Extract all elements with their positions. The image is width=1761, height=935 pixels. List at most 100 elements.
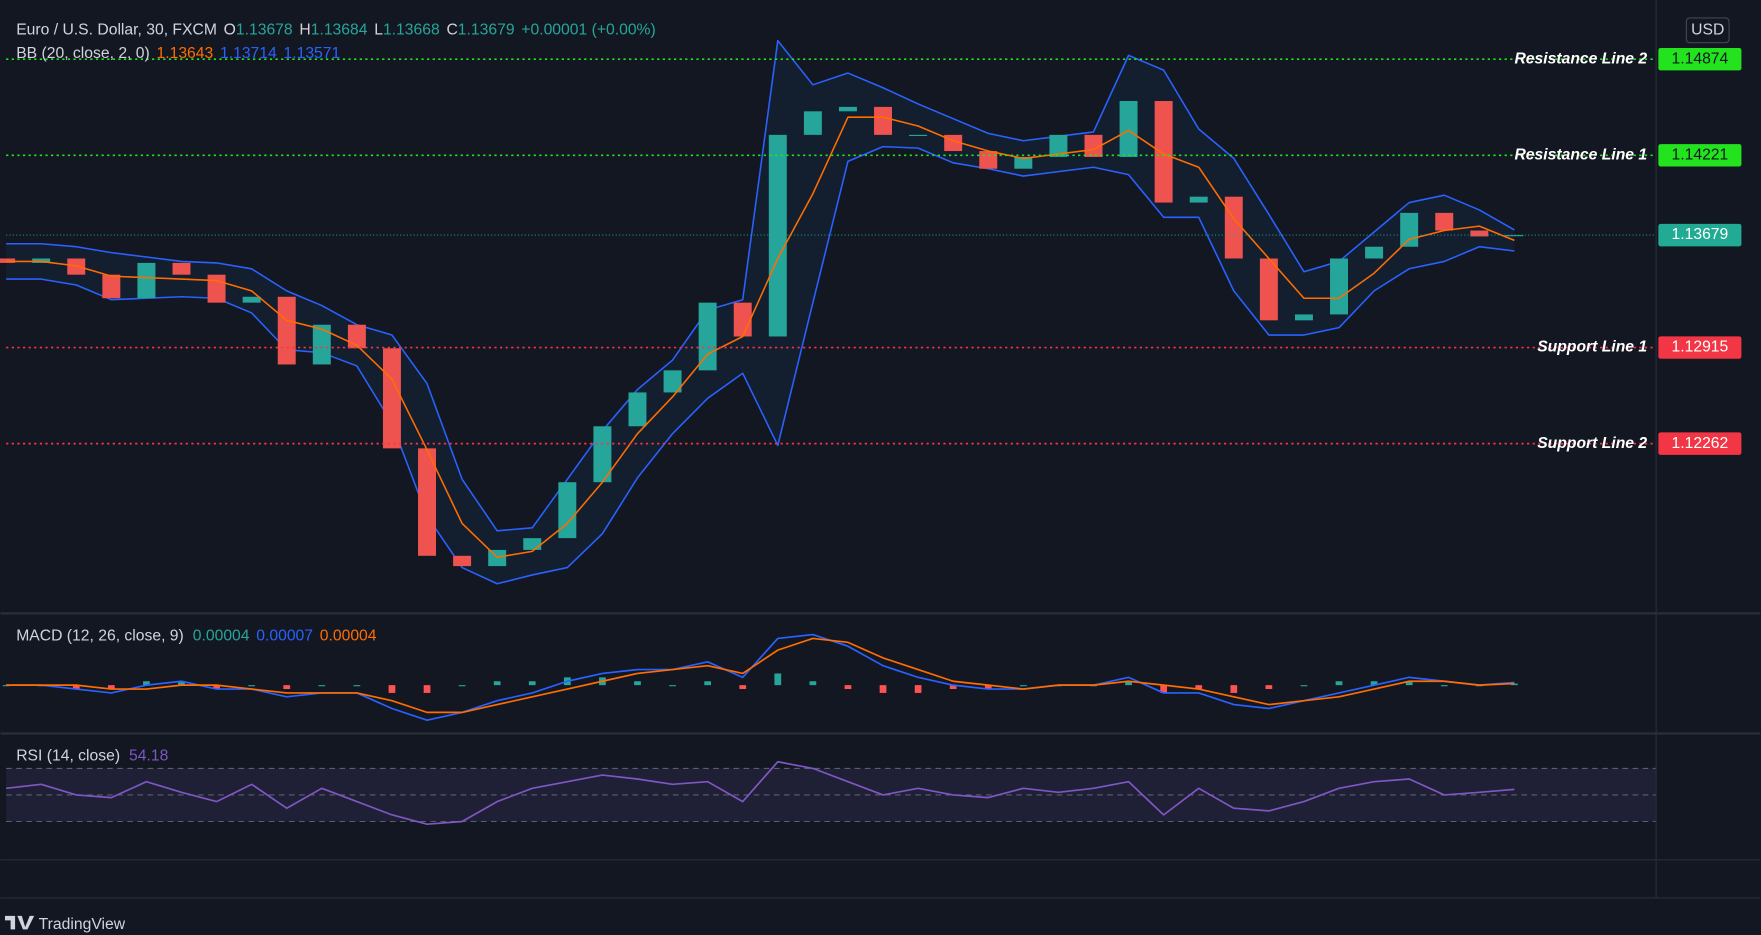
macd-histogram-bar [949, 685, 957, 690]
macd-histogram-bar [248, 685, 256, 687]
macd-histogram-bar [984, 685, 992, 690]
macd-histogram-bar [809, 681, 817, 686]
ohlc-value: 1.13678 [236, 21, 293, 38]
candle [663, 370, 682, 393]
rsi-line [6, 760, 1515, 825]
candle [242, 296, 261, 303]
macd-histogram-bar [283, 685, 291, 690]
candle [312, 324, 331, 365]
candle [909, 134, 928, 136]
symbol: Euro / U.S. Dollar, 30, FXCM [16, 21, 217, 38]
macd-histogram-bar [1405, 681, 1413, 686]
candle [1505, 235, 1524, 237]
change: +0.00001 (+0.00%) [521, 21, 655, 38]
candle [874, 106, 893, 135]
macd-histogram-bar [423, 685, 431, 693]
last-price-value: 1.13679 [1672, 226, 1729, 243]
macd-title: MACD (12, 26, close, 9) [16, 628, 184, 645]
labels: Resistance Line 2 1.14874 Resistance Line … [1514, 47, 1742, 455]
macd-histogram-bar [844, 685, 852, 690]
candle [1014, 156, 1033, 169]
currency-box[interactable] [1685, 17, 1730, 44]
ohlc-key: H [299, 21, 310, 38]
candle [137, 262, 156, 299]
macd-histogram-bar [1160, 685, 1168, 693]
level-name: Resistance Line 2 [1514, 50, 1647, 67]
macd-histogram-bar [1370, 681, 1378, 686]
candle [172, 262, 191, 275]
macd-histogram-bar [528, 681, 536, 686]
candle [102, 274, 121, 299]
candle [1435, 212, 1454, 231]
macd-histogram-bar [178, 681, 185, 686]
candle [382, 348, 401, 449]
candle [558, 482, 577, 539]
candle [1365, 246, 1384, 259]
candle [418, 448, 437, 556]
level-box [1658, 336, 1742, 359]
candle [1084, 134, 1103, 157]
macd-value: 0.00007 [256, 628, 313, 645]
macd-histogram-bar [318, 685, 326, 687]
level-name: Resistance Line 1 [1514, 146, 1647, 163]
candle [453, 555, 472, 567]
macd-histogram-bar [1230, 685, 1238, 693]
rsi-value: 54.18 [129, 748, 169, 765]
level-name: Support Line 1 [1537, 339, 1647, 356]
level-name: Support Line 2 [1537, 435, 1647, 452]
bb-basis-value: 1.13643 [156, 45, 213, 62]
macd-histogram-bar [353, 685, 361, 687]
level-box [1658, 144, 1742, 167]
level-value: 1.14874 [1672, 50, 1729, 67]
bb-legend: BB (20, close, 2, 0) 1.13643 1.13714 1.1357… [16, 45, 340, 62]
level-value: 1.12915 [1672, 339, 1729, 356]
currency[interactable]: USD [1691, 21, 1724, 38]
bb-upper-value: 1.13714 [220, 45, 277, 62]
macd-histogram-bar [634, 681, 641, 686]
brand-logo: TradingView [4, 915, 126, 933]
bb-lower [6, 145, 1515, 585]
candle [1154, 101, 1173, 203]
candle [838, 106, 857, 112]
logo-mark [4, 915, 35, 930]
macd-histogram-bar [1019, 685, 1027, 687]
level-box [1658, 47, 1742, 71]
macd-histogram-bar [213, 685, 220, 690]
macd-histogram-bar [739, 685, 747, 690]
bb-fill [6, 40, 1515, 584]
macd-histogram-bar [1440, 685, 1448, 687]
level-value: 1.14221 [1672, 146, 1729, 163]
macd-histogram-bar [1195, 685, 1203, 690]
macd-histogram-bar [1125, 681, 1132, 686]
level-value: 1.12262 [1672, 435, 1729, 452]
candle [698, 302, 717, 371]
candle [1224, 196, 1243, 259]
candle [593, 426, 612, 483]
brand: TradingView [39, 916, 126, 933]
candle [1119, 101, 1138, 157]
ohlc-key: O [224, 21, 236, 38]
candle [1259, 258, 1278, 321]
candle [1470, 230, 1489, 237]
plot [0, 39, 1657, 825]
candle [277, 296, 296, 365]
candle [523, 538, 542, 550]
ohlc-key: C [446, 21, 457, 38]
candle [1330, 258, 1348, 315]
candle [979, 151, 998, 169]
candle [768, 134, 787, 337]
candle [733, 302, 752, 337]
candle [207, 274, 226, 303]
level-box [1658, 432, 1742, 455]
macd-histogram-bar [1335, 681, 1343, 686]
candle [803, 111, 822, 135]
macd-histogram-bar [704, 681, 712, 686]
bb-lower-value: 1.13571 [283, 45, 340, 62]
bb-basis [6, 116, 1515, 559]
rsi-title: RSI (14, close) [16, 748, 120, 765]
macd-histogram-bar [1300, 685, 1308, 687]
candle [1049, 134, 1068, 157]
macd-legend: MACD (12, 26, close, 9) 0.00004 0.00007 0.0… [16, 628, 377, 645]
macd-histogram-bar [72, 685, 80, 690]
